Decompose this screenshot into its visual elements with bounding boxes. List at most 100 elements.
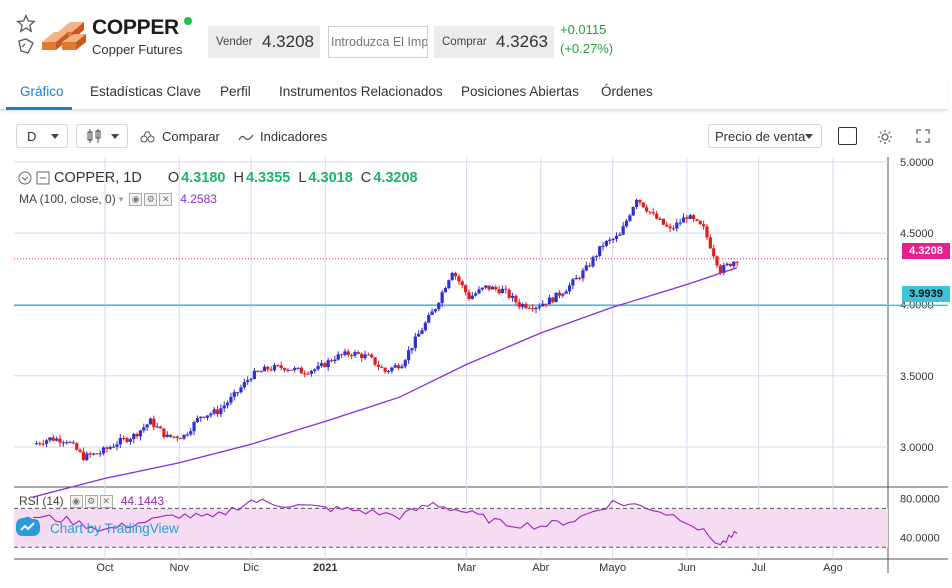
indicators-label: Indicadores bbox=[260, 129, 328, 144]
candle-body bbox=[346, 351, 350, 355]
minimize-icon[interactable] bbox=[36, 171, 50, 185]
indicators-button[interactable]: Indicadores bbox=[238, 129, 327, 144]
star-icon[interactable] bbox=[16, 14, 36, 33]
candle-body bbox=[55, 438, 59, 441]
candle-body bbox=[95, 453, 99, 455]
candle-body bbox=[376, 364, 381, 367]
snapshot-checkbox[interactable] bbox=[838, 127, 857, 145]
tab-posiciones-abiertas[interactable]: Posiciones Abiertas bbox=[461, 84, 579, 99]
candle-body bbox=[598, 246, 602, 257]
candle-body bbox=[112, 446, 116, 448]
candle-body bbox=[417, 333, 421, 337]
rsi-tick-label: 40.0000 bbox=[900, 533, 940, 545]
candle-body bbox=[474, 293, 478, 296]
ma-legend: MA (100, close, 0) ▾ ◉ ⚙ ✕ 4.2583 bbox=[19, 192, 217, 206]
interval-dropdown[interactable]: D bbox=[16, 124, 68, 148]
tab-instrumentos-relacionados[interactable]: Instrumentos Relacionados bbox=[279, 84, 443, 99]
instrument-subtitle: Copper Futures bbox=[92, 42, 183, 57]
candle-body bbox=[524, 304, 528, 308]
legend-open-key: O bbox=[167, 170, 180, 186]
candle-body bbox=[544, 303, 548, 305]
quantity-input[interactable] bbox=[328, 26, 428, 58]
candle-body bbox=[386, 371, 391, 373]
candle-body bbox=[433, 309, 438, 312]
instrument-header: COPPER Copper Futures Vender 4.3208 Comp… bbox=[0, 0, 952, 76]
candle-body bbox=[487, 285, 491, 290]
candle-body bbox=[189, 431, 193, 435]
tab-estadisticas-clave[interactable]: Estadísticas Clave bbox=[90, 84, 202, 99]
candle-body bbox=[148, 418, 153, 425]
chevron-down-icon[interactable]: ▾ bbox=[118, 193, 124, 204]
candle-body bbox=[145, 424, 149, 428]
legend-symbol: COPPER, 1D bbox=[54, 170, 142, 186]
tab-ordenes[interactable]: Órdenes bbox=[601, 84, 653, 99]
candle-body bbox=[199, 416, 203, 419]
eye-icon[interactable]: ◉ bbox=[129, 192, 143, 206]
candle-body bbox=[225, 402, 230, 406]
candle-body bbox=[219, 408, 223, 415]
candle-body bbox=[638, 199, 642, 203]
candle-body bbox=[480, 287, 484, 290]
settings-icon[interactable]: ⚙ bbox=[84, 494, 98, 508]
candle-body bbox=[122, 438, 126, 440]
candle-body bbox=[101, 447, 106, 454]
candle-body bbox=[336, 354, 340, 360]
candle-body bbox=[266, 366, 270, 370]
candle-body bbox=[675, 222, 679, 229]
candle-body bbox=[289, 369, 293, 371]
sell-button[interactable]: Vender 4.3208 bbox=[208, 26, 320, 58]
candle-body bbox=[571, 279, 575, 286]
chart-canvas[interactable]: Oct Nov Dic 2021 Mar Abr Mayo Jun Jul Ago 3.0000 3.… bbox=[14, 157, 948, 588]
candle-body bbox=[185, 434, 189, 436]
indicators-icon bbox=[238, 134, 254, 140]
candle-body bbox=[51, 437, 55, 441]
tab-grafico[interactable]: Gráfico bbox=[20, 84, 64, 99]
candle-body bbox=[614, 235, 619, 239]
gear-icon[interactable] bbox=[877, 129, 893, 145]
candle-body bbox=[427, 314, 431, 323]
chart-style-dropdown[interactable] bbox=[76, 124, 128, 148]
candle-body bbox=[413, 336, 417, 349]
candle-body bbox=[383, 367, 387, 372]
rsi-line bbox=[33, 498, 738, 546]
candle-body bbox=[507, 289, 511, 298]
alert-bell-icon[interactable] bbox=[16, 37, 36, 55]
candle-body bbox=[464, 285, 468, 293]
candle-body bbox=[169, 434, 173, 437]
x-tick-label: Oct bbox=[96, 562, 113, 574]
header-icon-column bbox=[16, 14, 38, 59]
candle-body bbox=[443, 287, 448, 293]
candle-body bbox=[430, 311, 434, 315]
price-chart[interactable]: Oct Nov Dic 2021 Mar Abr Mayo Jun Jul Ago 3.0000 3.… bbox=[14, 157, 950, 588]
chevron-down-icon bbox=[805, 134, 813, 139]
tradingview-watermark[interactable]: Chart by TradingView bbox=[14, 513, 179, 543]
buy-button[interactable]: Comprar 4.3263 bbox=[434, 26, 554, 58]
chevron-down-icon bbox=[51, 134, 59, 139]
close-icon[interactable]: ✕ bbox=[159, 192, 173, 206]
price-type-dropdown[interactable]: Precio de venta bbox=[708, 124, 822, 148]
legend-low-key: L bbox=[298, 170, 307, 186]
compare-button[interactable]: Comparar bbox=[140, 129, 220, 144]
candle-body bbox=[353, 352, 357, 356]
y-tick-label: 5.0000 bbox=[900, 157, 934, 169]
section-tabs: Gráfico Estadísticas Clave Perfil Instru… bbox=[0, 78, 948, 110]
candle-body bbox=[396, 365, 401, 369]
settings-icon[interactable]: ⚙ bbox=[144, 192, 158, 206]
candle-body bbox=[293, 368, 297, 371]
x-tick-label: Mar bbox=[457, 562, 476, 574]
legend-low: 4.3018 bbox=[308, 170, 353, 186]
fullscreen-icon[interactable] bbox=[916, 129, 930, 143]
candle-body bbox=[437, 303, 441, 310]
candle-body bbox=[678, 222, 682, 224]
candle-body bbox=[651, 212, 655, 214]
candle-body bbox=[688, 215, 692, 219]
candle-body bbox=[162, 428, 166, 437]
close-icon[interactable]: ✕ bbox=[99, 494, 113, 508]
collapse-chevron-icon[interactable] bbox=[18, 171, 32, 185]
change-percent: (+0.27%) bbox=[560, 41, 614, 56]
tab-perfil[interactable]: Perfil bbox=[220, 84, 251, 99]
candle-body bbox=[98, 453, 102, 455]
candle-body bbox=[202, 416, 206, 418]
candle-body bbox=[172, 436, 176, 438]
eye-icon[interactable]: ◉ bbox=[69, 494, 83, 508]
